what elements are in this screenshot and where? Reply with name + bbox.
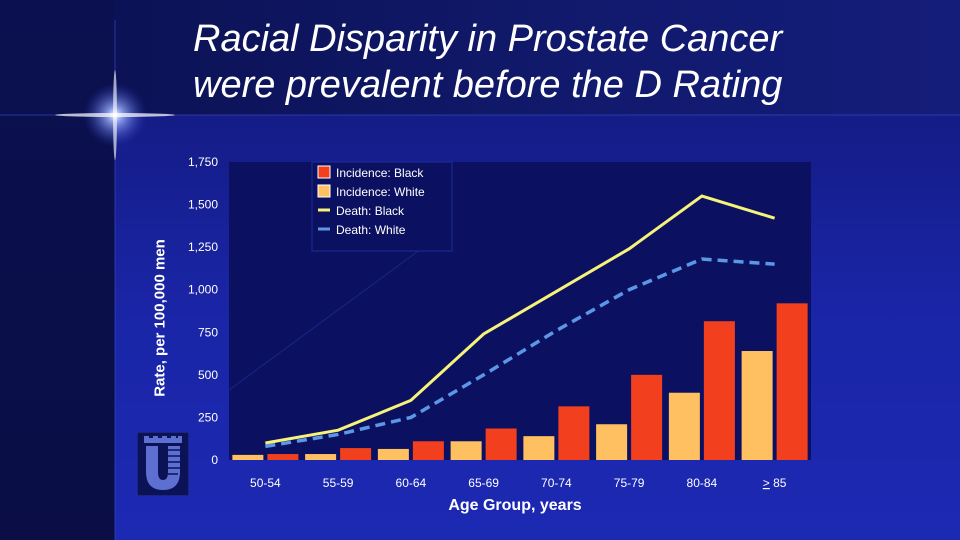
x-tick-label: 55-59 <box>323 476 354 490</box>
bar-series <box>232 303 808 460</box>
y-tick-label: 1,250 <box>188 240 218 254</box>
bar-incidence-black <box>631 374 663 460</box>
bar-incidence-white <box>377 448 409 460</box>
legend-label-incidence-white: Incidence: White <box>336 185 425 199</box>
x-tick-label: 70-74 <box>541 476 572 490</box>
bar-incidence-black <box>776 303 808 460</box>
bar-incidence-black <box>703 321 735 460</box>
legend-label-incidence-black: Incidence: Black <box>336 166 424 180</box>
y-tick-label: 0 <box>211 453 218 467</box>
x-tick-label: 75-79 <box>614 476 645 490</box>
line-series <box>265 194 776 449</box>
x-axis-label: Age Group, years <box>448 497 582 514</box>
bar-incidence-black <box>485 428 517 460</box>
y-axis-ticks: 0 250 500 750 1,000 1,250 1,500 1,750 <box>188 155 218 467</box>
y-tick-label: 1,500 <box>188 198 218 212</box>
line-death-white <box>265 257 775 449</box>
slide-title: Racial Disparity in Prostate Cancer were… <box>193 16 913 108</box>
y-tick-label: 1,750 <box>188 155 218 169</box>
bar-incidence-white <box>232 454 264 460</box>
slide-title-band <box>115 0 960 115</box>
bar-incidence-black <box>412 441 444 460</box>
x-axis-ticks: 50-54 55-59 60-64 65-69 70-74 75-79 80-84 > 85 <box>250 476 787 490</box>
legend-label-death-white: Death: White <box>336 223 406 237</box>
legend-swatch-incidence-black <box>317 165 331 179</box>
x-tick-label: 50-54 <box>250 476 281 490</box>
x-tick-label: 80-84 <box>687 476 718 490</box>
bar-incidence-black <box>558 406 590 460</box>
reference-diagonal <box>228 234 441 391</box>
bar-incidence-white <box>668 392 700 460</box>
title-line-1: Racial Disparity in Prostate Cancer <box>193 18 783 60</box>
x-tick-label: > 85 <box>763 476 787 490</box>
chart-legend: Incidence: Black Incidence: White Death:… <box>311 161 453 252</box>
x-tick-label: 65-69 <box>468 476 499 490</box>
bar-incidence-white <box>523 436 555 460</box>
line-death-black <box>265 194 776 445</box>
y-tick-label: 250 <box>198 410 218 424</box>
bar-incidence-white <box>450 441 482 460</box>
bar-incidence-black <box>267 454 299 460</box>
x-tick-label: 60-64 <box>396 476 427 490</box>
legend-label-death-black: Death: Black <box>336 204 405 218</box>
legend-swatch-incidence-white <box>317 184 331 198</box>
title-line-2: were prevalent before the D Rating <box>193 64 783 106</box>
university-shield-logo <box>137 432 189 496</box>
y-tick-label: 750 <box>198 325 218 339</box>
bar-incidence-white <box>305 454 337 460</box>
y-tick-label: 1,000 <box>188 283 218 297</box>
bar-incidence-black <box>340 448 372 460</box>
y-tick-label: 500 <box>198 368 218 382</box>
bar-incidence-white <box>596 424 628 460</box>
bar-incidence-white <box>741 351 773 460</box>
y-axis-label: Rate, per 100,000 men <box>151 239 169 397</box>
legend-box <box>311 161 453 252</box>
